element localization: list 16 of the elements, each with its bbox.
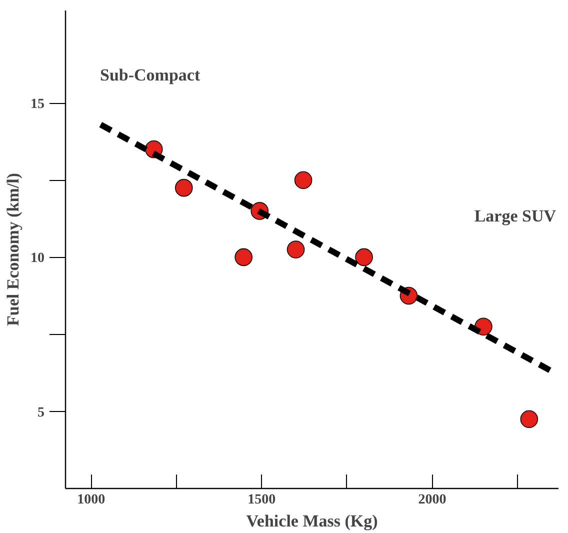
point — [286, 240, 305, 258]
y-tick-label: 5 — [38, 405, 44, 420]
y-tick-label: 10 — [30, 251, 44, 266]
annotation: Sub-Compact — [100, 66, 200, 85]
point — [174, 178, 193, 197]
x-tick-label: 1000 — [77, 492, 106, 508]
x-tick-label: 1500 — [248, 492, 276, 508]
y-axis-title: Fuel Economy (km/l) — [4, 172, 22, 326]
x-axis-title: Vehicle Mass (Kg) — [246, 512, 378, 530]
point — [355, 248, 373, 266]
annotation: Large SUV — [474, 206, 557, 226]
x-tick-label: 2000 — [418, 492, 446, 508]
point — [520, 410, 538, 428]
point — [294, 171, 312, 189]
y-tick-label: 15 — [30, 97, 44, 112]
point — [234, 248, 252, 266]
